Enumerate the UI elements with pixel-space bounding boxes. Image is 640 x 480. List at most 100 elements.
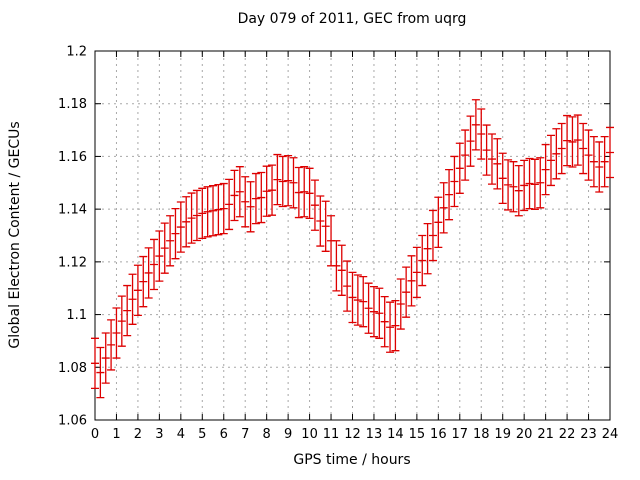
x-tick-label: 15 [409, 427, 426, 442]
error-bar [160, 222, 169, 274]
error-bar [268, 164, 277, 216]
error-bar [482, 124, 491, 176]
x-tick-label: 22 [559, 427, 576, 442]
error-bar [300, 166, 309, 218]
error-bar [595, 141, 604, 193]
error-bar [514, 165, 523, 217]
error-bar [600, 136, 609, 188]
error-bar [509, 161, 518, 213]
error-bar [498, 152, 507, 204]
error-bar [418, 234, 427, 287]
y-tick-label: 1.08 [58, 361, 87, 376]
error-bar [546, 134, 555, 187]
error-bar [589, 136, 598, 188]
error-bar [144, 247, 153, 299]
error-bar [450, 155, 459, 208]
error-bar [246, 181, 255, 233]
error-bar [348, 271, 357, 324]
error-bar [96, 346, 105, 399]
error-bar [353, 274, 362, 326]
error-bar [557, 122, 566, 175]
error-bar [530, 158, 539, 211]
error-bar [310, 179, 319, 231]
error-bar [487, 133, 496, 185]
x-tick-label: 6 [220, 427, 228, 442]
x-tick-label: 17 [452, 427, 469, 442]
error-bar [155, 230, 164, 282]
error-bar [230, 169, 239, 222]
error-bar [262, 165, 271, 217]
error-bar [380, 295, 389, 348]
x-tick-label: 21 [537, 427, 554, 442]
error-bar [568, 116, 577, 168]
error-bar [294, 166, 303, 219]
x-tick-label: 11 [323, 427, 340, 442]
error-bar [176, 201, 185, 253]
error-bar [520, 159, 529, 212]
error-bar [536, 157, 545, 209]
x-tick-label: 13 [366, 427, 383, 442]
error-bar [504, 159, 513, 211]
x-tick-label: 19 [494, 427, 511, 442]
error-bar [219, 182, 228, 235]
x-tick-label: 9 [284, 427, 292, 442]
error-bar [563, 114, 572, 167]
error-bar [359, 275, 368, 328]
error-bar [91, 337, 99, 390]
error-bar [107, 319, 116, 371]
error-bar [375, 287, 384, 339]
x-axis-label: GPS time / hours [293, 452, 411, 468]
error-bar [343, 260, 352, 312]
error-bar [128, 273, 137, 325]
y-tick-label: 1.14 [58, 203, 87, 218]
error-bar [150, 238, 159, 291]
error-bar [434, 196, 443, 249]
error-bar [182, 196, 191, 248]
x-tick-label: 20 [516, 427, 533, 442]
error-bar [257, 171, 266, 224]
error-bar [305, 167, 314, 220]
error-bar [203, 186, 212, 238]
y-tick-label: 1.18 [58, 97, 87, 112]
error-bar [552, 128, 561, 180]
error-bar [466, 115, 475, 167]
chart-title: Day 079 of 2011, GEC from uqrg [237, 11, 467, 27]
y-axis-label: Global Electron Content / GECUs [7, 121, 23, 349]
error-bar [606, 126, 614, 179]
error-bar [235, 166, 244, 218]
error-bar [584, 129, 593, 181]
error-bar [101, 332, 110, 384]
error-bar [402, 266, 411, 318]
error-bar [493, 138, 502, 190]
x-tick-label: 2 [134, 427, 142, 442]
error-bar [278, 155, 287, 208]
error-bar [407, 255, 416, 307]
x-tick-label: 16 [430, 427, 447, 442]
error-bar [251, 172, 260, 225]
x-tick-label: 8 [263, 427, 271, 442]
error-bar [337, 244, 346, 296]
error-bar [477, 108, 486, 160]
x-tick-label: 10 [301, 427, 318, 442]
error-bar [525, 157, 534, 210]
error-bar [133, 264, 142, 317]
error-bar [284, 154, 293, 207]
y-tick-label: 1.12 [58, 255, 87, 270]
x-tick-label: 3 [155, 427, 163, 442]
x-tick-label: 14 [387, 427, 404, 442]
error-bar [117, 295, 126, 347]
x-tick-label: 5 [198, 427, 206, 442]
x-tick-label: 7 [241, 427, 249, 442]
error-bar [391, 299, 400, 352]
error-bar [332, 240, 341, 292]
error-bar [273, 153, 282, 206]
error-bar [423, 222, 432, 275]
error-bar [123, 284, 132, 337]
x-tick-label: 18 [473, 427, 490, 442]
y-tick-label: 1.2 [66, 45, 87, 60]
y-tick-label: 1.1 [66, 308, 87, 323]
error-bar [112, 307, 121, 359]
x-tick-label: 12 [344, 427, 361, 442]
error-bar [171, 207, 180, 260]
